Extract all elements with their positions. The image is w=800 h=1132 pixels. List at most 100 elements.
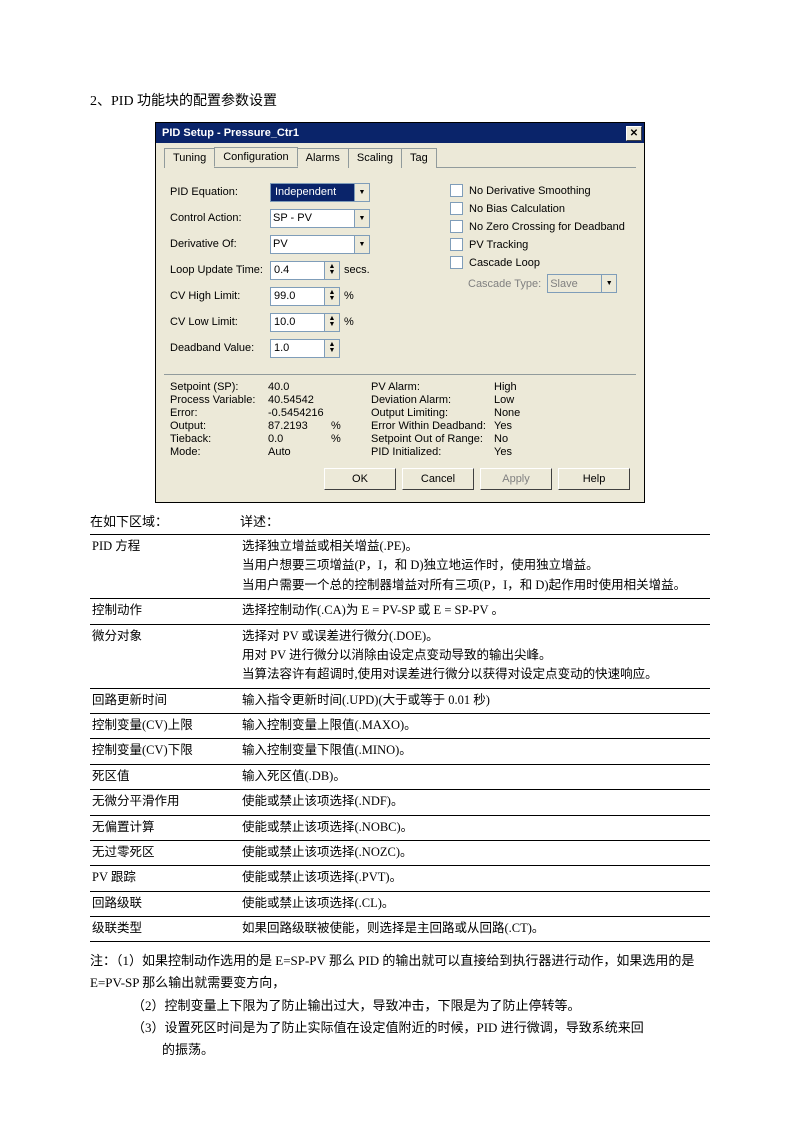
sp-value: 40.0 — [268, 381, 323, 393]
chevron-down-icon: ▼ — [354, 210, 369, 227]
cv-high-label: CV High Limit: — [170, 290, 270, 302]
ewd-label: Error Within Deadband: — [371, 420, 486, 432]
no-deriv-smooth-label: No Derivative Smoothing — [469, 185, 591, 197]
table-row: 死区值输入死区值(.DB)。 — [90, 764, 710, 789]
spinner-icon[interactable]: ▲▼ — [324, 262, 339, 279]
control-action-select[interactable]: SP - PV ▼ — [270, 209, 370, 228]
devalarm-label: Deviation Alarm: — [371, 394, 486, 406]
control-action-value: SP - PV — [273, 212, 312, 224]
cv-low-unit: % — [344, 316, 354, 328]
cancel-button[interactable]: Cancel — [402, 468, 474, 490]
outlimit-label: Output Limiting: — [371, 407, 486, 419]
ok-button[interactable]: OK — [324, 468, 396, 490]
chevron-down-icon: ▼ — [601, 275, 616, 292]
loop-update-label: Loop Update Time: — [170, 264, 270, 276]
field-name: PID 方程 — [90, 535, 240, 599]
help-button[interactable]: Help — [558, 468, 630, 490]
tab-scaling[interactable]: Scaling — [348, 148, 402, 168]
desc-header-field: 在如下区域： — [90, 511, 240, 530]
spinner-icon[interactable]: ▲▼ — [324, 288, 339, 305]
field-name: 无过零死区 — [90, 840, 240, 865]
spinner-icon[interactable]: ▲▼ — [324, 314, 339, 331]
field-name: 级联类型 — [90, 917, 240, 942]
notes: 注：（1）如果控制动作选用的是 E=SP-PV 那么 PID 的输出就可以直接给… — [90, 950, 710, 1060]
table-row: 无微分平滑作用使能或禁止该项选择(.NDF)。 — [90, 790, 710, 815]
field-desc: 选择独立增益或相关增益(.PE)。当用户想要三项增益(P，I，和 D)独立地运作… — [240, 535, 710, 599]
table-row: 控制动作选择控制动作(.CA)为 E = PV-SP 或 E = SP-PV 。 — [90, 599, 710, 624]
cascade-type-select: Slave ▼ — [547, 274, 617, 293]
tab-configuration[interactable]: Configuration — [214, 147, 297, 167]
field-desc: 使能或禁止该项选择(.NOZC)。 — [240, 840, 710, 865]
field-desc: 使能或禁止该项选择(.PVT)。 — [240, 866, 710, 891]
field-name: 回路更新时间 — [90, 688, 240, 713]
deadband-input[interactable]: 1.0 ▲▼ — [270, 339, 340, 358]
error-value: -0.5454216 — [268, 407, 323, 419]
loop-update-value: 0.4 — [274, 264, 289, 276]
field-desc: 使能或禁止该项选择(.CL)。 — [240, 891, 710, 916]
pid-equation-select[interactable]: Independent ▼ — [270, 183, 370, 202]
derivative-of-select[interactable]: PV ▼ — [270, 235, 370, 254]
table-row: PV 跟踪使能或禁止该项选择(.PVT)。 — [90, 866, 710, 891]
no-bias-label: No Bias Calculation — [469, 203, 565, 215]
field-desc: 输入指令更新时间(.UPD)(大于或等于 0.01 秒) — [240, 688, 710, 713]
table-row: 微分对象选择对 PV 或误差进行微分(.DOE)。用对 PV 进行微分以消除由设… — [90, 624, 710, 688]
cascade-type-label: Cascade Type: — [468, 278, 541, 290]
field-name: 微分对象 — [90, 624, 240, 688]
pv-label: Process Variable: — [170, 394, 260, 406]
field-name: 无偏置计算 — [90, 815, 240, 840]
pid-equation-label: PID Equation: — [170, 186, 270, 198]
no-bias-checkbox[interactable] — [450, 202, 463, 215]
cv-low-label: CV Low Limit: — [170, 316, 270, 328]
pid-setup-dialog: PID Setup - Pressure_Ctr1 ✕ Tuning Confi… — [155, 122, 645, 503]
titlebar: PID Setup - Pressure_Ctr1 ✕ — [156, 123, 644, 143]
derivative-of-value: PV — [273, 238, 288, 250]
no-deriv-smooth-checkbox[interactable] — [450, 184, 463, 197]
dialog-title: PID Setup - Pressure_Ctr1 — [162, 127, 299, 139]
pidinit-value: Yes — [494, 446, 534, 458]
chevron-down-icon: ▼ — [354, 184, 369, 201]
pv-tracking-checkbox[interactable] — [450, 238, 463, 251]
no-zero-label: No Zero Crossing for Deadband — [469, 221, 625, 233]
field-desc: 输入死区值(.DB)。 — [240, 764, 710, 789]
mode-value: Auto — [268, 446, 323, 458]
output-unit: % — [331, 420, 351, 432]
description-table: PID 方程选择独立增益或相关增益(.PE)。当用户想要三项增益(P，I，和 D… — [90, 534, 710, 942]
status-area: Setpoint (SP): 40.0 Process Variable: 40.5… — [164, 374, 636, 464]
tieback-unit: % — [331, 433, 351, 445]
deadband-label: Deadband Value: — [170, 342, 270, 354]
cv-low-input[interactable]: 10.0 ▲▼ — [270, 313, 340, 332]
table-row: PID 方程选择独立增益或相关增益(.PE)。当用户想要三项增益(P，I，和 D… — [90, 535, 710, 599]
table-row: 无过零死区使能或禁止该项选择(.NOZC)。 — [90, 840, 710, 865]
pvalarm-value: High — [494, 381, 534, 393]
pv-value: 40.54542 — [268, 394, 323, 406]
tieback-label: Tieback: — [170, 433, 260, 445]
apply-button[interactable]: Apply — [480, 468, 552, 490]
field-name: 回路级联 — [90, 891, 240, 916]
no-zero-checkbox[interactable] — [450, 220, 463, 233]
tab-alarms[interactable]: Alarms — [297, 148, 349, 168]
pv-tracking-label: PV Tracking — [469, 239, 528, 251]
sp-label: Setpoint (SP): — [170, 381, 260, 393]
field-name: 控制动作 — [90, 599, 240, 624]
field-name: 控制变量(CV)下限 — [90, 739, 240, 764]
field-desc: 使能或禁止该项选择(.NDF)。 — [240, 790, 710, 815]
cv-high-input[interactable]: 99.0 ▲▼ — [270, 287, 340, 306]
cv-high-unit: % — [344, 290, 354, 302]
cascade-checkbox[interactable] — [450, 256, 463, 269]
close-icon[interactable]: ✕ — [626, 126, 642, 141]
field-name: 无微分平滑作用 — [90, 790, 240, 815]
table-row: 控制变量(CV)下限输入控制变量下限值(.MINO)。 — [90, 739, 710, 764]
note-3: （3）设置死区时间是为了防止实际值在设定值附近的时候，PID 进行微调，导致系统… — [90, 1017, 710, 1039]
table-row: 回路级联使能或禁止该项选择(.CL)。 — [90, 891, 710, 916]
error-label: Error: — [170, 407, 260, 419]
field-desc: 如果回路级联被使能，则选择是主回路或从回路(.CT)。 — [240, 917, 710, 942]
note-2: （2）控制变量上下限为了防止输出过大，导致冲击，下限是为了防止停转等。 — [90, 995, 710, 1017]
note-3b: 的振荡。 — [90, 1039, 710, 1061]
field-desc: 使能或禁止该项选择(.NOBC)。 — [240, 815, 710, 840]
tab-tag[interactable]: Tag — [401, 148, 437, 168]
tieback-value: 0.0 — [268, 433, 323, 445]
tab-tuning[interactable]: Tuning — [164, 148, 215, 168]
spinner-icon[interactable]: ▲▼ — [324, 340, 339, 357]
loop-update-input[interactable]: 0.4 ▲▼ — [270, 261, 340, 280]
pid-equation-value: Independent — [273, 185, 338, 199]
